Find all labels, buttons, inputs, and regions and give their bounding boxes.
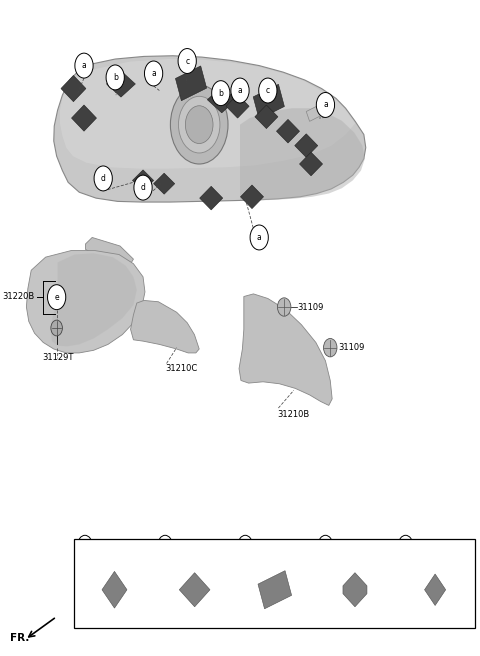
Circle shape xyxy=(277,298,291,316)
Polygon shape xyxy=(60,59,355,169)
Polygon shape xyxy=(102,571,127,608)
Polygon shape xyxy=(85,237,133,267)
Polygon shape xyxy=(276,119,300,143)
Text: a: a xyxy=(151,69,156,78)
Circle shape xyxy=(185,106,213,144)
Text: 31104P: 31104P xyxy=(416,541,445,550)
Text: d: d xyxy=(101,174,106,183)
Polygon shape xyxy=(132,170,154,191)
Circle shape xyxy=(75,53,93,78)
Circle shape xyxy=(318,535,333,555)
Polygon shape xyxy=(200,186,223,210)
Polygon shape xyxy=(131,300,199,353)
Text: 31109: 31109 xyxy=(338,343,365,352)
Text: a: a xyxy=(82,61,86,70)
Circle shape xyxy=(231,78,249,103)
Polygon shape xyxy=(240,185,264,209)
Text: d: d xyxy=(323,542,328,548)
Circle shape xyxy=(51,320,62,336)
Text: a: a xyxy=(238,86,242,95)
Polygon shape xyxy=(50,253,137,346)
Circle shape xyxy=(178,49,196,73)
Text: d: d xyxy=(141,183,145,192)
Circle shape xyxy=(78,535,92,555)
Text: 31220: 31220 xyxy=(97,269,124,278)
Circle shape xyxy=(179,96,220,153)
Circle shape xyxy=(158,535,172,555)
Text: e: e xyxy=(54,293,59,302)
Polygon shape xyxy=(26,251,145,353)
Text: a: a xyxy=(323,100,328,110)
Text: 31104F: 31104F xyxy=(336,541,364,550)
Text: b: b xyxy=(163,542,168,548)
Polygon shape xyxy=(154,173,175,194)
Text: e: e xyxy=(403,542,408,548)
Text: 31129T: 31129T xyxy=(42,353,73,362)
Polygon shape xyxy=(239,294,332,405)
Text: 31109: 31109 xyxy=(298,302,324,312)
Text: 31101H: 31101H xyxy=(256,541,286,550)
Text: c: c xyxy=(243,542,247,548)
Polygon shape xyxy=(107,71,135,97)
Text: a: a xyxy=(257,233,262,242)
Text: FR.: FR. xyxy=(10,633,29,643)
Polygon shape xyxy=(258,571,292,609)
Circle shape xyxy=(250,225,268,250)
Text: b: b xyxy=(113,73,118,82)
Text: 31210B: 31210B xyxy=(277,410,310,419)
Circle shape xyxy=(134,175,152,200)
Circle shape xyxy=(94,166,112,191)
Polygon shape xyxy=(179,573,210,607)
Text: 31220B: 31220B xyxy=(2,292,35,301)
Circle shape xyxy=(398,535,413,555)
Text: 31103P: 31103P xyxy=(176,541,204,550)
Polygon shape xyxy=(54,56,366,202)
Polygon shape xyxy=(72,105,96,131)
Text: 31210C: 31210C xyxy=(166,364,198,373)
Polygon shape xyxy=(207,87,236,113)
Circle shape xyxy=(48,285,66,310)
Circle shape xyxy=(212,81,230,106)
Text: c: c xyxy=(266,86,270,95)
Circle shape xyxy=(106,65,124,90)
Circle shape xyxy=(144,61,163,86)
Polygon shape xyxy=(240,108,365,200)
Polygon shape xyxy=(343,573,367,607)
Circle shape xyxy=(238,535,252,555)
Circle shape xyxy=(324,338,337,357)
Polygon shape xyxy=(300,152,323,176)
Circle shape xyxy=(170,85,228,164)
Polygon shape xyxy=(255,105,278,129)
Polygon shape xyxy=(226,94,249,118)
Text: 31101B: 31101B xyxy=(96,541,125,550)
Polygon shape xyxy=(61,75,86,102)
Text: b: b xyxy=(218,89,223,98)
Polygon shape xyxy=(295,134,318,157)
Polygon shape xyxy=(253,85,284,119)
Text: a: a xyxy=(83,542,87,548)
Polygon shape xyxy=(306,105,323,121)
Text: c: c xyxy=(185,56,189,66)
Polygon shape xyxy=(424,574,445,605)
FancyBboxPatch shape xyxy=(74,539,475,628)
Circle shape xyxy=(259,78,277,103)
Polygon shape xyxy=(176,66,206,100)
Circle shape xyxy=(316,92,335,117)
